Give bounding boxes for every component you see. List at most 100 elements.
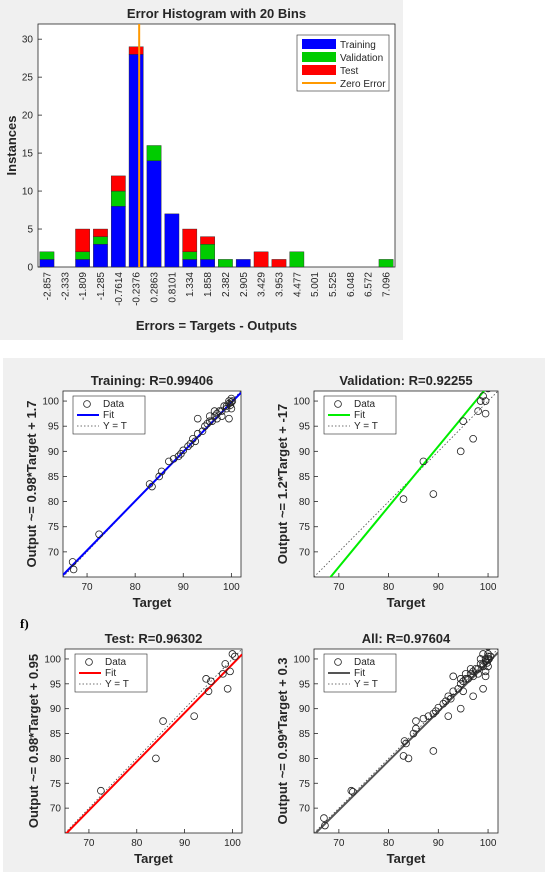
data-point [186,439,195,448]
data-point [439,699,448,708]
data-point [479,660,487,668]
y-tick-label: 75 [299,779,311,790]
data-point [454,684,463,693]
training-regression-chart: Training: R=0.99406 70 80 90 100 70 75 80 85 90 95… [24,373,242,610]
chart-title: Test: R=0.96302 [105,631,203,646]
data-point [474,407,482,415]
bar-training [93,244,108,268]
data-point [228,650,237,658]
data-point [198,427,207,436]
x-tick-label: 100 [480,582,497,593]
legend-swatch-training [302,39,336,49]
data-point [444,692,453,701]
y-axis-label: Output ~= 1.2*Target + -17 [275,404,290,565]
data-point [399,495,408,503]
data-point [191,437,200,446]
panel-label-f: f) [20,616,29,631]
data-point [157,467,166,476]
plot-content [65,649,242,833]
histogram-xlabel: Errors = Targets - Outputs [136,318,297,333]
x-tick-label: 5.001 [310,272,321,297]
y-tick-label: 90 [48,447,60,458]
x-axis-label: Target [134,851,173,866]
data-point [347,786,356,795]
data-point [219,670,227,678]
legend-fit-label: Fit [354,668,365,679]
data-point [469,672,477,681]
bar-training [128,54,144,268]
data-point [479,650,487,658]
data-point [205,417,214,425]
y-tick-label: 95 [299,679,311,690]
chart-title: Validation: R=0.92255 [339,373,472,388]
data-point [321,821,329,830]
bar-validation [39,251,55,260]
y-tick-label: 70 [48,547,60,558]
x-tick-label: 1.334 [185,272,196,297]
chart-title: Training: R=0.99406 [91,373,213,388]
data-point [419,714,428,723]
legend-label-training: Training [340,40,376,51]
x-tick-label: 90 [433,582,445,593]
legend-data-label: Data [103,399,125,410]
data-point [227,404,236,413]
y-tick-label: 85 [299,729,311,740]
data-point [479,392,487,400]
data-point [204,687,213,696]
x-tick-label: 70 [333,582,345,593]
x-tick-label: 100 [224,838,241,849]
x-tick-label: 5.525 [328,272,339,297]
x-tick-label: 70 [81,582,93,593]
x-tick-label: 80 [383,838,395,849]
bar-test [182,228,198,253]
y-tick-label: 90 [299,447,311,458]
data-point [208,417,216,425]
y-tick-label: 100 [44,654,61,665]
data-point [461,675,470,683]
y-tick-label: 25 [22,73,34,84]
data-point [424,712,433,720]
data-point [165,457,173,466]
data-point [476,655,485,663]
bar-training [164,213,180,268]
data-point [483,659,491,667]
data-point [320,814,328,822]
test-regression-chart: Test: R=0.96302 70 80 90 100 70 75 80 85 90 95 100 T… [26,631,243,866]
identity-line [65,649,242,833]
data-point [485,649,491,651]
data-point [184,442,192,451]
y-tick-label: 15 [22,149,34,160]
y-tick-label: 30 [22,35,34,46]
bar-validation [93,236,108,245]
y-tick-label: 20 [22,111,34,122]
x-axis-label: Target [387,851,426,866]
y-tick-label: 85 [50,729,62,740]
data-point [217,412,226,420]
data-point [469,667,477,676]
y-tick-label: 80 [48,497,60,508]
data-point [481,409,490,418]
data-point [226,401,235,409]
x-tick-label: -1.285 [96,272,107,301]
legend-label-zero-error: Zero Error [340,79,386,90]
data-point [348,787,357,796]
data-point [434,703,443,712]
data-point [222,402,231,410]
chart-title: All: R=0.97604 [362,631,451,646]
bar-training [182,259,198,268]
y-tick-label: 80 [50,754,62,765]
data-point [193,414,202,423]
bar-test [75,228,90,253]
data-point [400,737,409,745]
fit-line [329,391,486,577]
bar-validation [110,190,126,207]
legend-swatch-validation [302,52,336,62]
x-tick-label: 80 [130,582,142,593]
x-tick-label: 7.096 [382,272,393,297]
data-point [464,675,472,683]
data-point [469,692,477,701]
data-point [481,672,490,681]
x-tick-label: 4.477 [292,272,303,297]
data-point [179,446,188,455]
data-point [203,419,212,428]
